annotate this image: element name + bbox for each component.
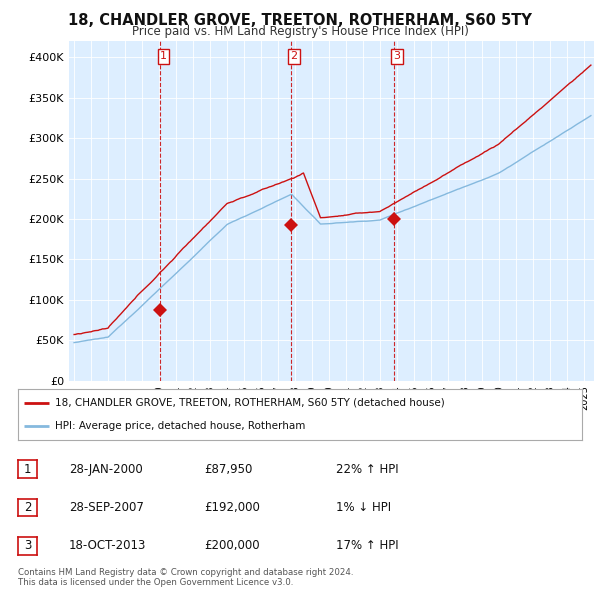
Text: HPI: Average price, detached house, Rotherham: HPI: Average price, detached house, Roth…	[55, 421, 305, 431]
Text: 18, CHANDLER GROVE, TREETON, ROTHERHAM, S60 5TY (detached house): 18, CHANDLER GROVE, TREETON, ROTHERHAM, …	[55, 398, 445, 408]
Text: 18-OCT-2013: 18-OCT-2013	[69, 539, 146, 552]
Text: 1% ↓ HPI: 1% ↓ HPI	[336, 501, 391, 514]
Text: 18, CHANDLER GROVE, TREETON, ROTHERHAM, S60 5TY: 18, CHANDLER GROVE, TREETON, ROTHERHAM, …	[68, 13, 532, 28]
Text: 22% ↑ HPI: 22% ↑ HPI	[336, 463, 398, 476]
Text: Price paid vs. HM Land Registry's House Price Index (HPI): Price paid vs. HM Land Registry's House …	[131, 25, 469, 38]
Text: 3: 3	[394, 51, 401, 61]
Text: 28-JAN-2000: 28-JAN-2000	[69, 463, 143, 476]
Text: 2: 2	[24, 501, 31, 514]
Text: 1: 1	[160, 51, 167, 61]
Text: £192,000: £192,000	[204, 501, 260, 514]
Text: 3: 3	[24, 539, 31, 552]
Text: 2: 2	[290, 51, 298, 61]
Text: £87,950: £87,950	[204, 463, 253, 476]
Text: Contains HM Land Registry data © Crown copyright and database right 2024.
This d: Contains HM Land Registry data © Crown c…	[18, 568, 353, 587]
Text: £200,000: £200,000	[204, 539, 260, 552]
Text: 1: 1	[24, 463, 31, 476]
Text: 17% ↑ HPI: 17% ↑ HPI	[336, 539, 398, 552]
Text: 28-SEP-2007: 28-SEP-2007	[69, 501, 144, 514]
